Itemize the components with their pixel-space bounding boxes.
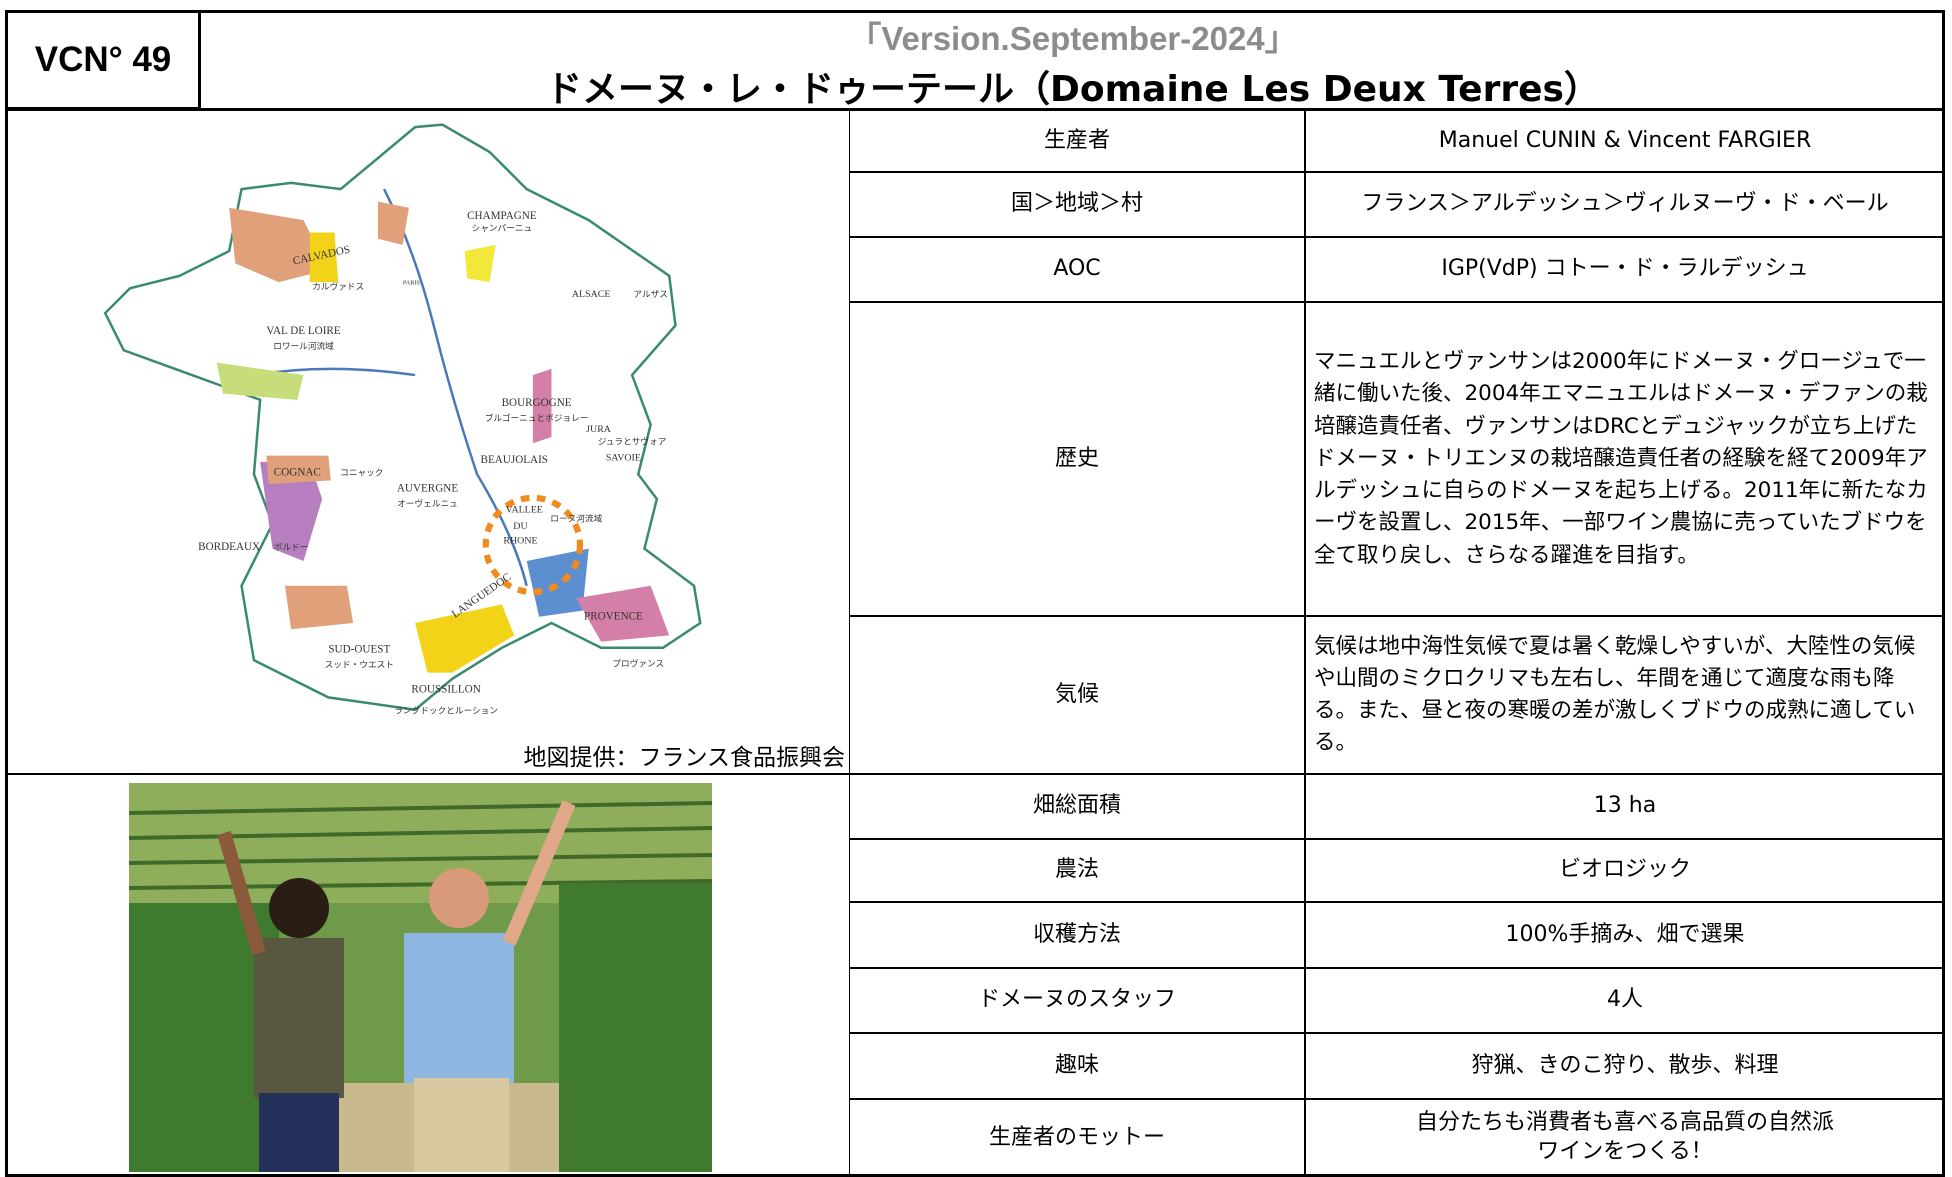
map-label: PROVENCE (584, 610, 643, 622)
region-bordeaux (260, 461, 323, 562)
row-value: ビオロジック (1305, 839, 1945, 902)
row-label: 農法 (849, 839, 1305, 902)
row-label: ドメーヌのスタッフ (849, 968, 1305, 1033)
region-loire (216, 362, 304, 400)
region (377, 201, 409, 245)
map-label: ROUSSILLON (411, 683, 480, 695)
map-label: スッド・ウエスト (325, 660, 394, 670)
title: ドメーヌ・レ・ドゥーテール（Domaine Les Deux Terres） (546, 69, 1600, 110)
row-value: 100%手摘み、畑で選果 (1305, 902, 1945, 968)
row-label: 収穫方法 (849, 902, 1305, 968)
region-calvados (229, 207, 329, 283)
row-label: 畑総面積 (849, 774, 1305, 839)
map-label: ローヌ河流域 (550, 512, 602, 523)
map-label: BOURGOGNE (502, 397, 572, 409)
row-label: 生産者のモットー (849, 1099, 1305, 1177)
row-value: マニュエルとヴァンサンは2000年にドメーヌ・グロージュで一緒に働いた後、200… (1305, 302, 1945, 616)
row-value: IGP(VdP) コトー・ド・ラルデッシュ (1305, 237, 1945, 302)
region-bourgogne (532, 368, 552, 444)
region-champagne (464, 244, 496, 283)
row-label: 国＞地域＞村 (849, 172, 1305, 237)
map-label: ジュラとサヴォア (598, 435, 667, 446)
map-caption: 地図提供：フランス食品振興会 (523, 745, 845, 771)
map-label: RHONE (503, 536, 537, 547)
map-label: JURA (586, 424, 612, 435)
region-calvados-yellow (309, 232, 339, 283)
region-cognac (266, 455, 331, 485)
highlight-circle (482, 494, 584, 596)
row-value: Manuel CUNIN & Vincent FARGIER (1305, 110, 1945, 172)
row-label: 趣味 (849, 1033, 1305, 1099)
row-value: 狩猟、きのこ狩り、散歩、料理 (1305, 1033, 1945, 1099)
map-label: COGNAC (274, 466, 321, 478)
map-label: オーヴェルニュ (397, 497, 458, 508)
map-label: ラングドックとルーション (394, 704, 498, 715)
map-label: PARIS (403, 280, 421, 287)
row-label: 歴史 (849, 302, 1305, 616)
divider (5, 773, 851, 775)
row-label: 生産者 (849, 110, 1305, 172)
producers-photo (129, 783, 712, 1172)
row-value: フランス＞アルデッシュ＞ヴィルヌーヴ・ド・ベール (1305, 172, 1945, 237)
row-value: 気候は地中海性気候で夏は暑く乾燥しやすいが、大陸性の気候や山間のミクロクリマも左… (1305, 616, 1945, 774)
map-label: プロヴァンス (612, 657, 664, 668)
row-value: 4人 (1305, 968, 1945, 1033)
row-value: 自分たちも消費者も喜べる高品質の自然派ワインをつくる！ (1305, 1099, 1945, 1177)
map-label: SAVOIE (606, 453, 641, 464)
row-value: 13 ha (1305, 774, 1945, 839)
map-label: DU (513, 521, 527, 532)
row-label: 気候 (849, 616, 1305, 774)
region-sudouest (284, 585, 354, 630)
map-label: ボルドー (274, 542, 309, 552)
map-label: ALSACE (572, 289, 611, 300)
map-label: BEAUJOLAIS (481, 454, 548, 466)
region-languedoc (415, 604, 515, 673)
version: 「Version.September-2024」 (848, 20, 1298, 57)
map-label: ロワール河流域 (273, 340, 334, 351)
map-label: ブルゴーニュとボジョレー (485, 412, 589, 423)
map-label: BORDEAUX (198, 541, 260, 553)
region-provence (576, 585, 670, 642)
header-divider (5, 108, 1945, 111)
map-label: シャンパーニュ (472, 223, 533, 233)
river (383, 188, 528, 587)
map-label: カルヴァドス (312, 281, 364, 292)
map-label: VALLEE (506, 505, 543, 516)
map-label: CHAMPAGNE (467, 210, 537, 222)
map-label: VAL DE LOIRE (266, 325, 340, 337)
map-label: コニャック (340, 467, 383, 477)
frame (5, 10, 1945, 1177)
map-label: アルザス (633, 289, 667, 299)
row-label: AOC (849, 237, 1305, 302)
map-label: SUD-OUEST (328, 644, 390, 656)
map-label: AUVERGNE (397, 483, 458, 495)
vcn-id: VCN° 49 (5, 10, 201, 110)
